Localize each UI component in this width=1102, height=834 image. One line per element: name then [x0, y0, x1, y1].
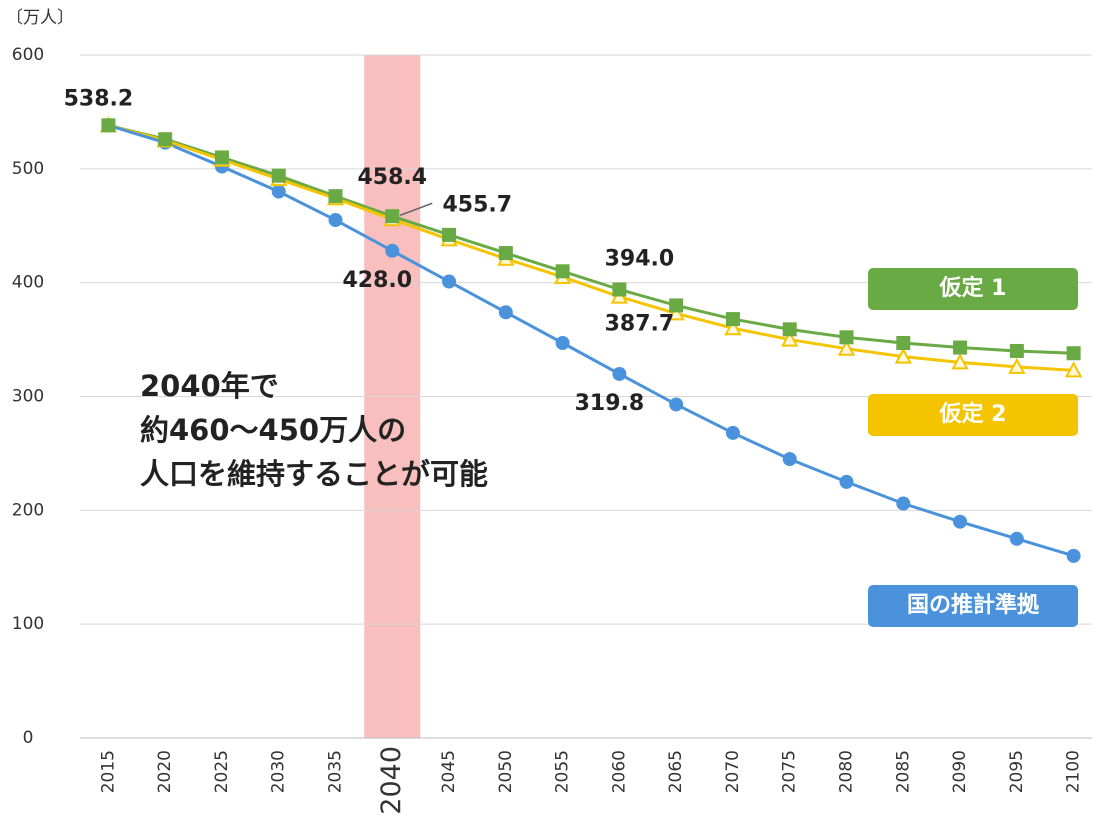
annotation: 約460～450万人の	[140, 413, 406, 447]
x-tick-label: 2085	[893, 750, 913, 793]
marker	[328, 189, 343, 204]
annotation: 人口を維持することが可能	[140, 457, 488, 491]
marker	[782, 322, 797, 337]
data-label: 458.4	[357, 165, 427, 190]
x-tick-label: 2050	[496, 750, 516, 793]
marker	[667, 304, 685, 321]
x-tick-label: 2035	[326, 750, 346, 793]
marker	[442, 274, 457, 289]
marker	[782, 452, 797, 467]
x-tick-label: 2055	[553, 750, 573, 793]
marker	[328, 213, 343, 228]
marker	[385, 209, 400, 224]
x-tick-label: 2015	[98, 750, 118, 793]
marker	[896, 335, 911, 350]
legend-box	[868, 268, 1078, 310]
marker	[442, 227, 457, 242]
x-tick-label: 2090	[950, 750, 970, 793]
data-label: 455.7	[442, 192, 512, 217]
data-label: 394.0	[605, 246, 675, 271]
leader-line	[400, 202, 433, 216]
legend-label: 国の推計準拠	[907, 592, 1040, 618]
x-tick-label: 2065	[666, 750, 686, 793]
marker	[271, 168, 286, 183]
data-label: 319.8	[575, 391, 645, 416]
marker	[498, 246, 513, 261]
marker	[781, 330, 799, 347]
x-tick-label: 2100	[1064, 750, 1084, 793]
y-tick-label: 200	[12, 500, 44, 520]
x-tick-label: 2080	[837, 750, 857, 793]
marker	[101, 118, 116, 133]
marker	[839, 474, 854, 489]
marker	[951, 353, 969, 370]
y-tick-label: 500	[12, 159, 44, 179]
data-label: 538.2	[64, 86, 134, 111]
legend-label: 仮定 2	[939, 401, 1007, 427]
x-tick-label: 2060	[609, 750, 629, 793]
legend-box	[868, 585, 1078, 627]
marker	[724, 319, 742, 336]
marker	[1009, 343, 1024, 358]
x-tick-label: 2030	[269, 750, 289, 793]
x-tick-label: 2070	[723, 750, 743, 793]
x-tick-label: 2040	[376, 746, 407, 815]
marker	[271, 184, 286, 199]
y-unit: 〔万人〕	[6, 8, 74, 28]
legend-box	[868, 394, 1078, 436]
marker	[555, 264, 570, 279]
marker	[158, 132, 173, 147]
y-tick-label: 600	[12, 45, 44, 65]
marker	[612, 282, 627, 297]
marker	[669, 397, 684, 412]
marker	[1008, 357, 1026, 374]
y-tick-label: 0	[23, 728, 34, 748]
y-tick-label: 100	[12, 614, 44, 634]
marker	[1064, 361, 1083, 378]
marker	[896, 496, 911, 511]
data-label: 387.7	[605, 312, 675, 337]
marker	[498, 305, 513, 320]
x-tick-label: 2075	[780, 750, 800, 793]
marker	[894, 347, 912, 364]
marker	[612, 366, 627, 381]
legend-label: 仮定 1	[939, 275, 1007, 301]
marker	[1009, 531, 1024, 546]
marker	[953, 514, 968, 529]
data-label: 428.0	[342, 268, 412, 293]
marker	[214, 150, 229, 165]
marker	[1066, 548, 1081, 563]
marker	[837, 339, 856, 356]
x-tick-label: 2045	[439, 750, 459, 793]
x-tick-label: 2025	[212, 750, 232, 793]
x-tick-label: 2095	[1007, 750, 1027, 793]
marker	[953, 340, 968, 355]
marker	[725, 312, 740, 327]
annotation: 2040年で	[140, 369, 279, 403]
series-line	[108, 123, 1074, 372]
marker	[839, 330, 854, 345]
marker	[669, 298, 684, 313]
y-tick-label: 400	[12, 273, 44, 293]
marker	[555, 335, 570, 350]
y-tick-label: 300	[12, 387, 44, 407]
marker	[385, 243, 400, 258]
x-tick-label: 2020	[155, 750, 175, 793]
marker	[1066, 346, 1081, 361]
series-line	[107, 123, 1075, 558]
marker	[725, 425, 740, 440]
series-line	[108, 123, 1074, 355]
